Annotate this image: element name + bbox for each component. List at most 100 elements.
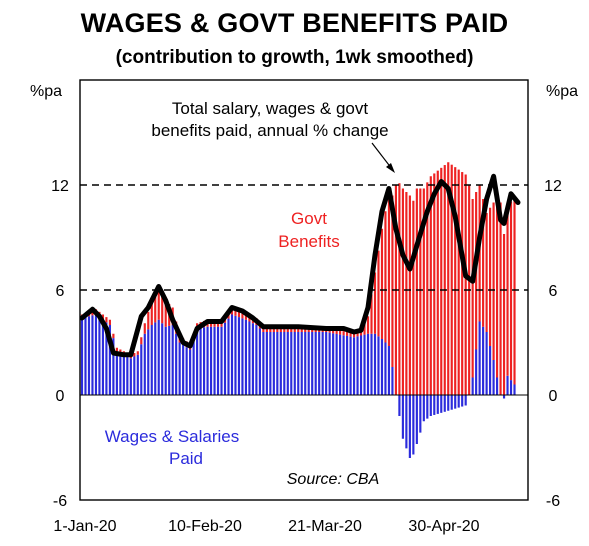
wages-bar [342,335,345,395]
benefits-bar [380,228,384,339]
benefits-bar [429,176,432,395]
wages-bar [391,367,394,395]
x-tick-label: 21-Mar-20 [288,518,362,535]
wages-bar [398,395,401,416]
wages-bar [464,395,467,406]
benefits-bar [352,333,356,338]
wages-bar [161,323,164,395]
benefits-bar [237,309,241,318]
wages-bar [485,332,488,395]
wages-bar [206,326,209,395]
wages-bar [171,325,174,395]
benefits-bar [293,326,296,332]
wages-bar [366,333,370,395]
wages-bar [115,351,118,395]
wages-bar [126,356,129,395]
wages-bar [209,326,213,395]
wages-bar [255,325,258,395]
wages-bar [356,336,359,395]
benefits-annotation-line-1: Govt [291,209,327,228]
benefits-bar [506,202,509,376]
wages-bar [293,332,296,395]
wages-bar [384,342,387,395]
wages-bar [84,317,87,395]
wages-annotation-line-2: Paid [169,449,203,468]
x-ticks: 1-Jan-20 10-Feb-20 21-Mar-20 30-Apr-20 [53,518,479,535]
annotation-arrow [371,142,395,173]
wages-bar [325,332,328,395]
wages-bar [454,395,457,409]
benefits-bar [433,173,436,395]
y-tick-label-right: -6 [546,493,560,510]
wages-bar [321,332,324,395]
wages-bar [216,326,220,395]
wages-bar [234,315,237,395]
benefits-bar [241,310,244,319]
source-note: Source: CBA [287,471,379,488]
wages-bar [352,337,356,395]
wages-bar [370,333,373,395]
wages-bar [339,334,342,395]
wages-bar [290,332,293,395]
benefits-bar [398,183,401,395]
benefits-bar [436,170,439,395]
wages-bar [91,315,94,395]
wages-annotation-line-1: Wages & Salaries [105,427,239,446]
benefits-bar [373,272,377,334]
benefits-bar [136,351,139,355]
benefits-bar [265,326,268,332]
benefits-bar [119,349,122,353]
benefits-bar [143,323,146,334]
wages-bar [227,318,230,395]
benefits-bar [154,294,157,323]
benefits-bar [276,326,279,332]
wages-bar [108,325,111,395]
benefits-bar [450,164,453,395]
benefits-bar [502,234,506,395]
wages-bar [182,344,185,395]
wages-bar [80,318,84,395]
benefits-bar [509,201,513,381]
wages-bar [185,347,188,395]
wages-bar [509,380,513,395]
benefits-bar [489,207,492,346]
benefits-bar [471,199,474,378]
benefits-bar [495,199,499,378]
wages-bar [112,338,115,395]
benefits-bar [112,333,115,339]
wages-bar [426,395,429,419]
wages-bar [279,332,282,395]
benefits-bar [234,308,237,316]
wages-bar [422,395,425,422]
benefits-bar [440,167,443,395]
benefits-bar [91,310,94,316]
y-tick-label-right: 12 [544,178,562,195]
wages-bar [387,346,391,395]
wages-bar [401,395,404,439]
benefits-bar [269,326,272,332]
benefits-bar [499,202,502,395]
wages-bar [129,358,132,395]
wages-bar [412,395,415,455]
wages-bar [220,326,223,395]
wages-bar [178,342,181,395]
y-tick-label-left: 6 [56,283,65,300]
wages-bar [492,360,495,395]
plot-frame [79,79,529,501]
benefits-bar [485,213,488,332]
wages-bar [241,318,244,395]
wages-bar [311,332,314,395]
wages-bar [373,333,377,395]
wages-bar [202,327,206,395]
wages-bar [199,327,202,395]
wages-bar [495,377,499,395]
wages-bar [154,322,157,395]
wages-bar [440,395,443,413]
wages-bar [105,322,108,395]
y-tick-label-left: 12 [51,178,69,195]
benefits-bar [133,353,136,357]
wages-bar [346,335,349,395]
benefits-bar [140,337,143,345]
benefits-bar [101,314,105,320]
